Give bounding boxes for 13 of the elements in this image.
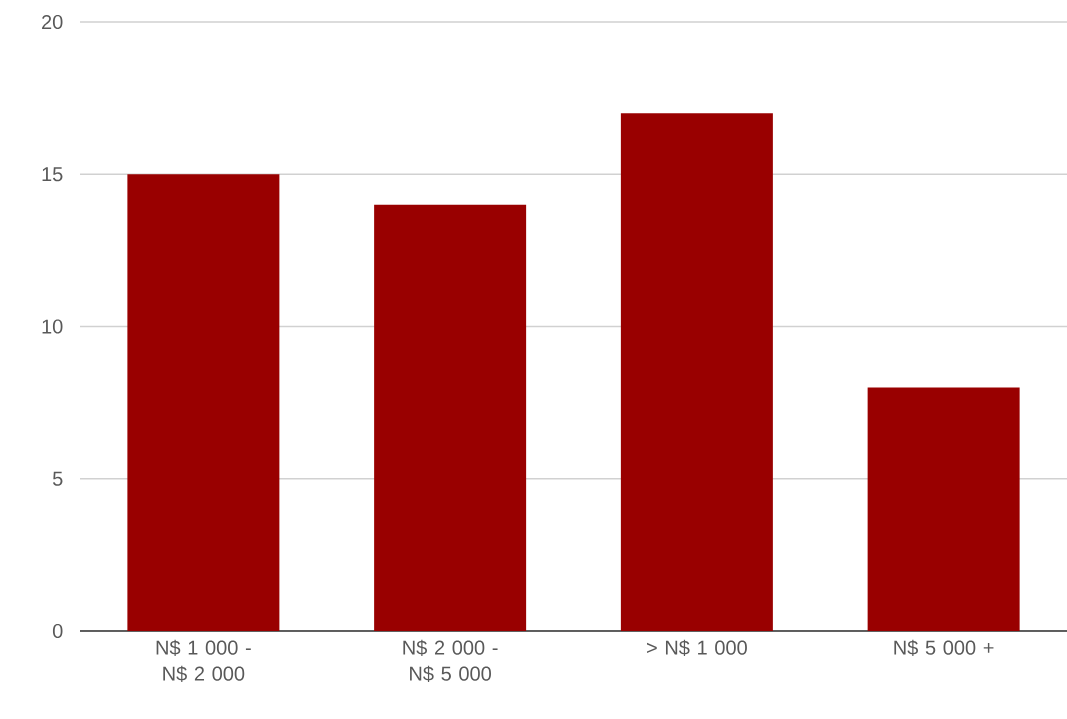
y-tick-label: 10 — [42, 319, 63, 334]
y-tick-label: 0 — [52, 623, 63, 639]
y-tick-label: 5 — [52, 471, 63, 486]
bar — [867, 387, 1020, 631]
x-tick-label: N$ 5 000 + — [894, 639, 994, 656]
y-tick-label: 20 — [42, 14, 63, 30]
x-tick-label: > N$ 1 000 — [646, 639, 747, 656]
bar — [620, 113, 773, 631]
bar — [374, 204, 527, 631]
y-tick-label: 15 — [42, 167, 63, 182]
bar — [127, 174, 280, 631]
x-tick-label: N$ 2 000 - N$ 5 000 — [403, 639, 498, 682]
x-tick-label: N$ 1 000 - N$ 2 000 — [156, 639, 251, 682]
